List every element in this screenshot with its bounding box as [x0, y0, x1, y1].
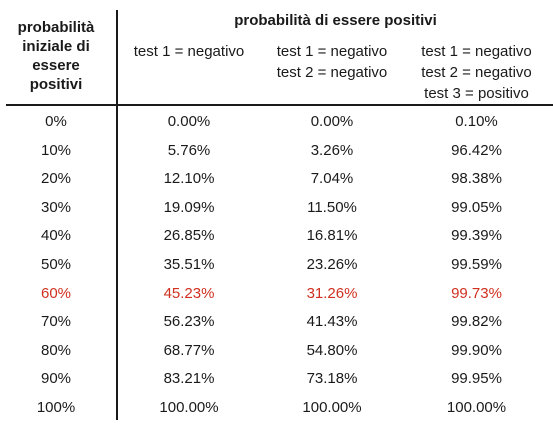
value-cell-test1: 45.23%	[163, 284, 215, 302]
value-cell-test3: 96.42%	[451, 141, 502, 159]
prior-cell: 10%	[40, 141, 72, 159]
row-header-title: probabilità iniziale di essere positivi	[6, 18, 106, 94]
header-divider	[6, 104, 553, 106]
value-cell-test3: 100.00%	[446, 398, 507, 416]
prior-cell: 40%	[40, 227, 72, 245]
value-cell-test3: 99.82%	[451, 313, 502, 331]
row-header-line: iniziale di	[22, 38, 90, 55]
column-header-line: test 3 = positivo	[424, 85, 529, 102]
value-cell-test1: 56.23%	[163, 313, 215, 331]
table-row: 50% 35.51% 23.26% 99.59%	[0, 253, 553, 282]
value-cell-test3: 99.73%	[451, 284, 502, 302]
column-header-3: test 1 = negativo test 2 = negativo test…	[404, 41, 549, 104]
value-cell-test2: 11.50%	[307, 198, 357, 216]
row-header-line: positivi	[29, 76, 83, 93]
value-cell-test1: 5.76%	[167, 141, 211, 159]
prior-cell: 90%	[40, 370, 72, 388]
value-cell-test1: 35.51%	[163, 255, 215, 273]
value-cell-test2: 3.26%	[310, 141, 354, 159]
prior-cell: 100%	[36, 398, 76, 416]
value-cell-test1: 83.21%	[163, 370, 215, 388]
value-cell-test3: 99.39%	[451, 227, 502, 245]
value-cell-test2: 73.18%	[306, 370, 358, 388]
value-cell-test3: 99.90%	[451, 341, 502, 359]
prior-cell: 20%	[40, 170, 72, 188]
table-row: 60% 45.23% 31.26% 99.73%	[0, 282, 553, 311]
value-cell-test1: 0.00%	[167, 113, 211, 130]
table-row: 70% 56.23% 41.43% 99.82%	[0, 310, 553, 339]
value-cell-test1: 68.77%	[163, 341, 215, 359]
table-row: 0% 0.00% 0.00% 0.10%	[0, 110, 553, 139]
value-cell-test2: 100.00%	[302, 398, 362, 416]
prior-cell: 50%	[40, 255, 72, 273]
value-cell-test1: 100.00%	[159, 398, 219, 416]
table-body: 0% 0.00% 0.00% 0.10% 10% 5.76% 3.26% 96.42% 20% 1…	[0, 110, 553, 425]
value-cell-test3: 99.05%	[451, 198, 502, 216]
value-cell-test2: 54.80%	[306, 341, 358, 359]
table-row: 80% 68.77% 54.80% 99.90%	[0, 339, 553, 368]
prior-cell: 0%	[45, 113, 67, 130]
table-row: 40% 26.85% 16.81% 99.39%	[0, 224, 553, 253]
column-header-line: test 1 = negativo	[421, 43, 532, 60]
value-cell-test2: 23.26%	[306, 255, 358, 273]
value-cell-test2: 16.81%	[306, 227, 358, 245]
value-cell-test3: 0.10%	[455, 113, 498, 130]
value-cell-test1: 12.10%	[163, 170, 215, 188]
table-row: 100% 100.00% 100.00% 100.00%	[0, 396, 553, 425]
value-cell-test2: 31.26%	[306, 284, 358, 302]
column-header-1: test 1 = negativo	[118, 41, 260, 62]
value-cell-test3: 99.95%	[451, 370, 502, 388]
vertical-divider	[116, 10, 118, 420]
column-header-2: test 1 = negativo test 2 = negativo	[262, 41, 402, 83]
value-cell-test1: 19.09%	[163, 198, 215, 216]
prior-cell: 30%	[40, 198, 72, 216]
column-header-line: test 1 = negativo	[133, 43, 245, 60]
group-title: probabilità di essere positivi	[234, 12, 437, 29]
prior-cell: 80%	[40, 341, 72, 359]
row-header-line: probabilità	[17, 19, 95, 36]
table-row: 90% 83.21% 73.18% 99.95%	[0, 367, 553, 396]
value-cell-test1: 26.85%	[163, 227, 215, 245]
value-cell-test2: 0.00%	[310, 113, 354, 130]
value-cell-test3: 99.59%	[451, 255, 502, 273]
column-header-line: test 1 = negativo	[276, 43, 388, 60]
prior-cell: 60%	[40, 284, 72, 302]
value-cell-test2: 41.43%	[306, 313, 358, 331]
column-header-line: test 2 = negativo	[276, 64, 388, 81]
value-cell-test3: 98.38%	[451, 170, 502, 188]
table-row: 20% 12.10% 7.04% 98.38%	[0, 167, 553, 196]
prior-cell: 70%	[40, 313, 72, 331]
table-row: 30% 19.09% 11.50% 99.05%	[0, 196, 553, 225]
column-header-line: test 2 = negativo	[421, 64, 532, 81]
row-header-line: essere	[32, 57, 80, 74]
table-row: 10% 5.76% 3.26% 96.42%	[0, 139, 553, 168]
value-cell-test2: 7.04%	[310, 170, 354, 188]
